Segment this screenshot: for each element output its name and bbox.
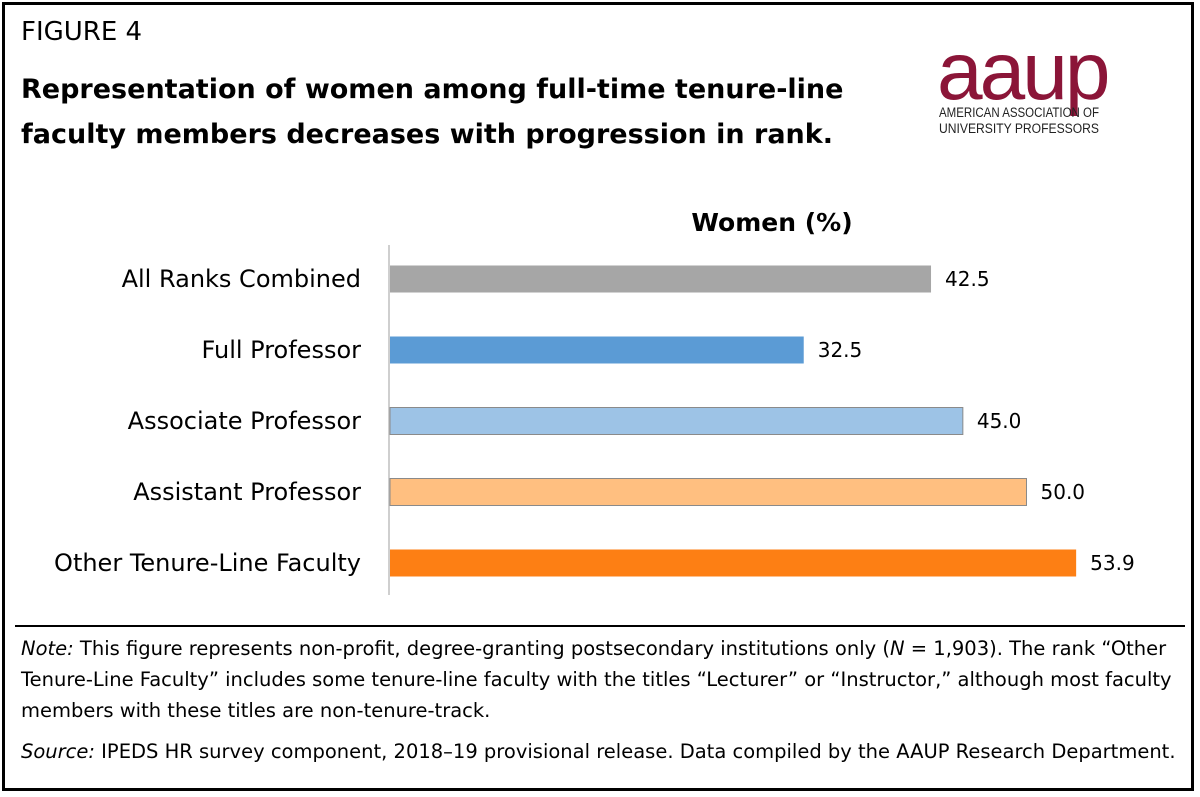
value-label-full-professor: 32.5 [818,338,863,362]
bar-assistant-professor [389,478,1027,506]
figure-title: Representation of women among full-time … [21,67,881,157]
note-divider [15,625,1185,627]
value-label-associate-professor: 45.0 [977,409,1022,433]
figure-title-line-2: faculty members decreases with progressi… [21,119,833,150]
aaup-logo: aaup AMERICAN ASSOCIATION OF UNIVERSITY … [937,33,1111,136]
figure-title-line-1: Representation of women among full-time … [21,74,844,105]
value-label-other-tenure-line-faculty: 53.9 [1090,551,1135,575]
note-body-b: = 1,903). The rank “Other Tenure-Line Fa… [21,637,1172,722]
category-label-full-professor: Full Professor [201,336,361,364]
bar-chart-svg: Women (%) All Ranks Combined 42.5 Full Prof… [54,208,1135,595]
source-text: Source: IPEDS HR survey component, 2018–… [21,736,1181,767]
note-body-a: This figure represents non-profit, degre… [73,637,890,660]
source-label: Source: [21,740,95,763]
aaup-logo-line-1: AMERICAN ASSOCIATION OF [939,105,1099,120]
note-label: Note: [21,637,74,660]
bar-other-tenure-line-faculty [390,549,1077,577]
note-text: Note: This figure represents non-profit,… [21,633,1181,726]
category-label-all-ranks-combined: All Ranks Combined [122,265,361,293]
bar-associate-professor [389,407,964,435]
bar-full-professor [390,336,804,364]
aaup-logo-wordmark: aaup [937,33,1108,117]
note-n-symbol: N [889,637,905,660]
category-label-associate-professor: Associate Professor [128,407,361,435]
figure-label: FIGURE 4 [21,17,143,47]
value-label-assistant-professor: 50.0 [1041,480,1086,504]
bar-all-ranks-combined [390,265,932,293]
chart-title: Women (%) [691,208,852,237]
value-label-all-ranks-combined: 42.5 [945,267,990,291]
category-label-assistant-professor: Assistant Professor [133,478,361,506]
category-label-other-tenure-line-faculty: Other Tenure-Line Faculty [54,549,361,577]
aaup-logo-line-2: UNIVERSITY PROFESSORS [939,121,1099,136]
source-body: IPEDS HR survey component, 2018–19 provi… [94,740,1176,763]
bar-chart: Women (%) All Ranks Combined 42.5 Full Prof… [5,195,1197,615]
